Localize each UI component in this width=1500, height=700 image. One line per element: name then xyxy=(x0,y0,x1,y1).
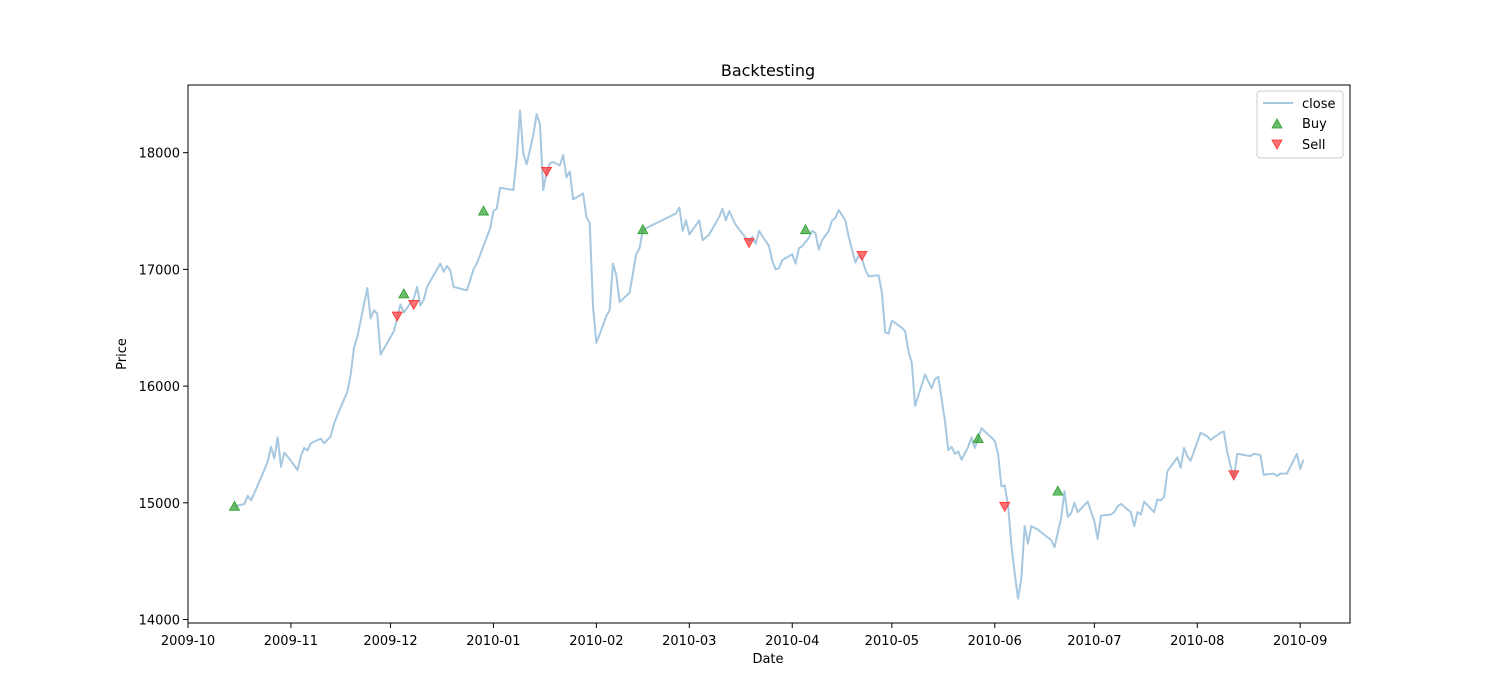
x-tick-label: 2009-11 xyxy=(264,634,318,649)
y-tick-label: 17000 xyxy=(139,263,180,278)
sell-marker xyxy=(540,166,553,178)
legend-buy-label: Buy xyxy=(1302,117,1327,132)
legend-sell-label: Sell xyxy=(1302,138,1325,153)
x-tick-label: 2010-05 xyxy=(865,634,919,649)
buy-marker xyxy=(398,288,410,299)
x-tick-label: 2010-02 xyxy=(569,634,623,649)
legend-sell-marker xyxy=(1271,139,1283,150)
x-tick-label: 2010-01 xyxy=(466,634,520,649)
sell-marker xyxy=(408,300,420,311)
y-tick-label: 14000 xyxy=(139,613,180,628)
buy-marker xyxy=(972,432,984,444)
buy-marker xyxy=(637,223,649,235)
x-tick-label: 2009-12 xyxy=(363,634,417,649)
legend-close-label: close xyxy=(1302,97,1335,112)
y-tick-label: 18000 xyxy=(139,147,180,162)
sell-marker xyxy=(856,250,868,262)
sell-marker xyxy=(1228,470,1240,481)
y-axis-label: Price xyxy=(115,338,130,370)
x-tick-label: 2010-07 xyxy=(1067,634,1121,649)
sell-marker xyxy=(743,238,755,249)
y-tick-label: 16000 xyxy=(139,380,180,395)
x-axis-label: Date xyxy=(752,652,783,667)
y-tick-label: 15000 xyxy=(139,497,180,512)
x-tick-label: 2010-08 xyxy=(1170,634,1224,649)
legend: close Buy Sell xyxy=(1256,90,1344,159)
x-tick-label: 2010-04 xyxy=(765,634,819,649)
close-price-line xyxy=(234,109,1305,600)
buy-marker xyxy=(228,500,241,511)
chart-title: Backtesting xyxy=(721,61,815,80)
buy-marker xyxy=(799,223,812,235)
buy-marker xyxy=(477,205,490,216)
plot-frame xyxy=(187,84,1351,624)
buy-marker xyxy=(1052,485,1064,496)
x-tick-label: 2009-10 xyxy=(161,634,215,649)
x-tick-label: 2010-06 xyxy=(968,634,1022,649)
sell-marker xyxy=(999,501,1011,513)
x-tick-label: 2010-09 xyxy=(1273,634,1327,649)
sell-marker xyxy=(391,311,403,322)
legend-buy-marker xyxy=(1271,118,1283,129)
x-tick-label: 2010-03 xyxy=(662,634,716,649)
